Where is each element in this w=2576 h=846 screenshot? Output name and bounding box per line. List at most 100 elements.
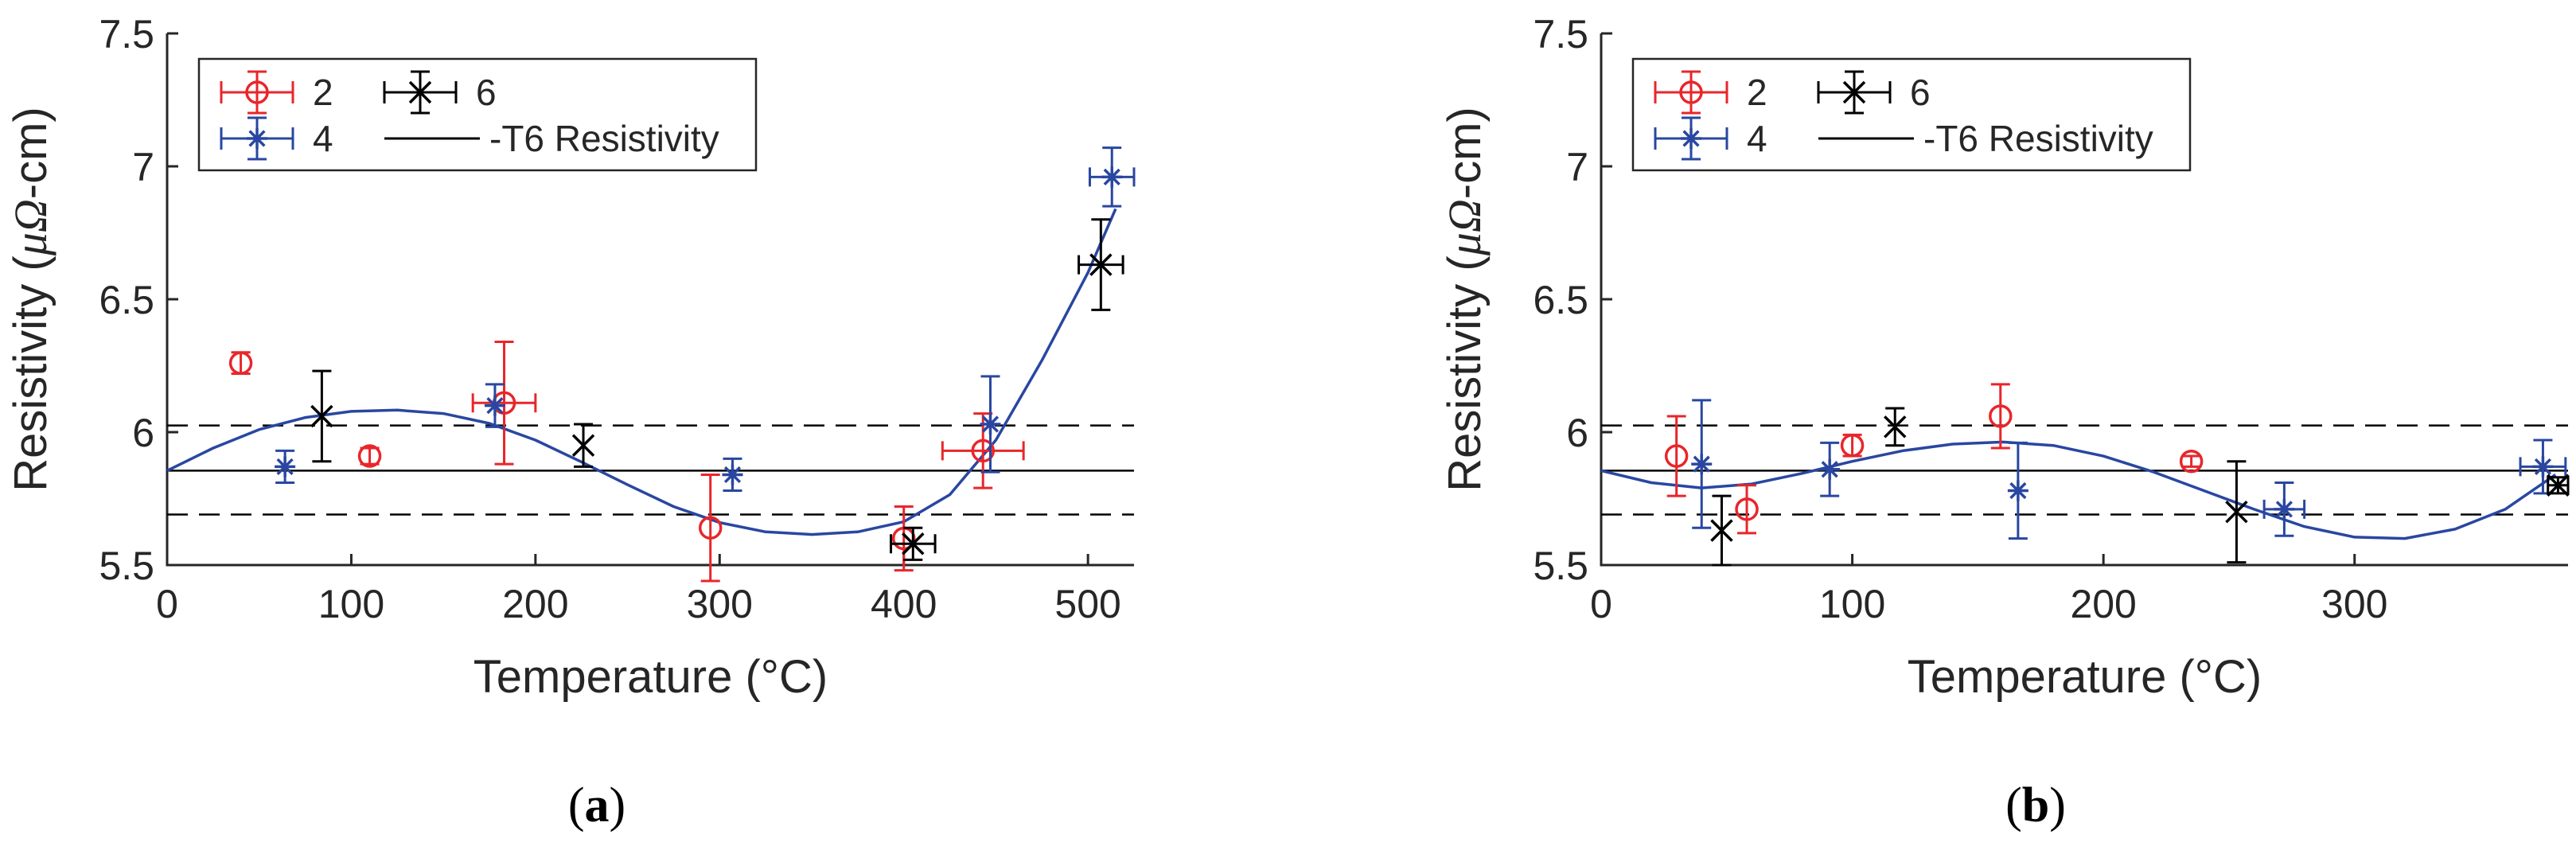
data-point xyxy=(1710,519,1733,542)
legend-item-4: 4 xyxy=(220,116,333,161)
series-6 xyxy=(310,218,1124,561)
x-tick-label: 300 xyxy=(687,582,753,626)
data-point xyxy=(228,351,253,375)
legend-label: 6 xyxy=(1910,72,1931,113)
data-point xyxy=(571,434,595,457)
errorbar-vertical xyxy=(700,473,720,583)
legend-label: 2 xyxy=(1747,72,1767,113)
data-point xyxy=(1691,454,1713,475)
errorbar-vertical xyxy=(2181,454,2201,468)
panel-a-caption: (a) xyxy=(568,778,625,832)
x-tick-label: 200 xyxy=(2070,582,2136,626)
legend-marker xyxy=(1681,128,1701,149)
legend-item-6: 6 xyxy=(1817,70,1931,115)
y-tick-label: 7 xyxy=(132,145,154,189)
legend: 2 6 4 -T6 Resistivity xyxy=(1631,57,2192,172)
data-point xyxy=(980,413,1001,435)
legend-marker xyxy=(247,128,267,149)
legend-item-t6resistivity: -T6 Resistivity xyxy=(384,118,719,159)
x-tick-label: 400 xyxy=(871,582,937,626)
data-point xyxy=(1840,433,1865,458)
legend-item-2: 2 xyxy=(220,70,333,115)
errorbar-vertical xyxy=(1990,383,2010,450)
x-axis-label: Temperature (°C) xyxy=(474,651,828,703)
series-4 xyxy=(275,146,1136,492)
legend-box xyxy=(1631,57,2192,172)
data-point xyxy=(698,516,723,540)
series-6 xyxy=(1710,407,2570,567)
fit-curve xyxy=(166,208,1117,536)
legend-marker xyxy=(1842,80,1866,104)
y-tick-label: 6.5 xyxy=(1533,278,1588,322)
legend-item-2: 2 xyxy=(1654,70,1767,115)
errorbar xyxy=(1666,415,1686,497)
data-point xyxy=(2532,456,2554,478)
legend-box xyxy=(197,57,758,172)
x-tick-label: 0 xyxy=(1590,582,1612,626)
errorbar-horizontal xyxy=(941,441,1025,461)
errorbar xyxy=(471,340,537,466)
legend-marker xyxy=(1679,80,1703,104)
data-point xyxy=(2225,500,2248,524)
errorbar xyxy=(700,473,720,583)
errorbar xyxy=(2519,439,2567,495)
legend-errorbar-swatch xyxy=(220,70,294,115)
legend-item-6: 6 xyxy=(383,70,497,115)
x-axis-label: Temperature (°C) xyxy=(1908,651,2262,703)
errorbar-vertical xyxy=(360,446,380,466)
legend-label: -T6 Resistivity xyxy=(1923,118,2153,159)
legend-item-4: 4 xyxy=(1654,116,1767,161)
legend-label: 6 xyxy=(476,72,497,113)
data-point xyxy=(275,456,296,478)
data-point xyxy=(722,464,743,485)
fit-curve xyxy=(1600,440,2557,540)
y-axis-label: Resistivity (μΩ-cm) xyxy=(1439,107,1491,491)
y-tick-label: 6.5 xyxy=(99,278,154,322)
data-point xyxy=(902,532,925,556)
legend-label: 4 xyxy=(1747,118,1767,159)
data-point xyxy=(1101,166,1123,188)
panel-b: 5.5 6 6.5 7 7.5 0 100 200 300 Temperature (°C) Res… xyxy=(1439,12,2570,703)
y-tick-label: 5.5 xyxy=(1533,544,1588,588)
y-tick-label: 6 xyxy=(1566,411,1588,455)
data-point xyxy=(1989,404,2013,428)
data-point xyxy=(1089,253,1113,276)
panel-b-caption: (b) xyxy=(2005,778,2066,832)
data-point xyxy=(2274,498,2295,520)
series-4 xyxy=(1691,399,2567,540)
errorbar xyxy=(941,412,1025,489)
data-point xyxy=(2547,474,2570,497)
data-point xyxy=(310,404,333,428)
legend-label: -T6 Resistivity xyxy=(489,118,719,159)
legend-marker xyxy=(245,80,269,104)
errorbar xyxy=(360,446,380,466)
errorbar-vertical xyxy=(1666,415,1686,497)
x-tick-label: 300 xyxy=(2321,582,2387,626)
y-tick-label: 5.5 xyxy=(99,544,154,588)
y-axis-label: Resistivity (μΩ-cm) xyxy=(5,107,57,491)
x-tick-label: 100 xyxy=(1819,582,1885,626)
data-point xyxy=(2179,449,2204,474)
x-tick-label: 500 xyxy=(1054,582,1120,626)
errorbar-vertical xyxy=(1737,484,1757,535)
legend-marker xyxy=(408,80,432,104)
data-point xyxy=(1664,444,1689,468)
data-point xyxy=(971,439,995,463)
errorbar xyxy=(1737,484,1757,535)
legend-label: 2 xyxy=(313,72,333,113)
data-point xyxy=(1735,497,1759,521)
errorbar-horizontal xyxy=(471,393,537,413)
data-point xyxy=(1819,458,1841,480)
y-tick-label: 7 xyxy=(1566,145,1588,189)
y-tick-label: 6 xyxy=(132,411,154,455)
legend-label: 4 xyxy=(313,118,333,159)
errorbar xyxy=(1990,383,2010,450)
data-point xyxy=(484,395,505,416)
x-tick-label: 100 xyxy=(318,582,384,626)
x-tick-label: 0 xyxy=(156,582,178,626)
errorbar xyxy=(2181,454,2201,468)
legend: 2 6 4 -T6 Resistivity xyxy=(197,57,758,172)
panel-a: 5.5 6 6.5 7 7.5 0 100 200 300 400 500 Temperature (… xyxy=(5,12,1136,703)
data-point xyxy=(2007,480,2028,501)
